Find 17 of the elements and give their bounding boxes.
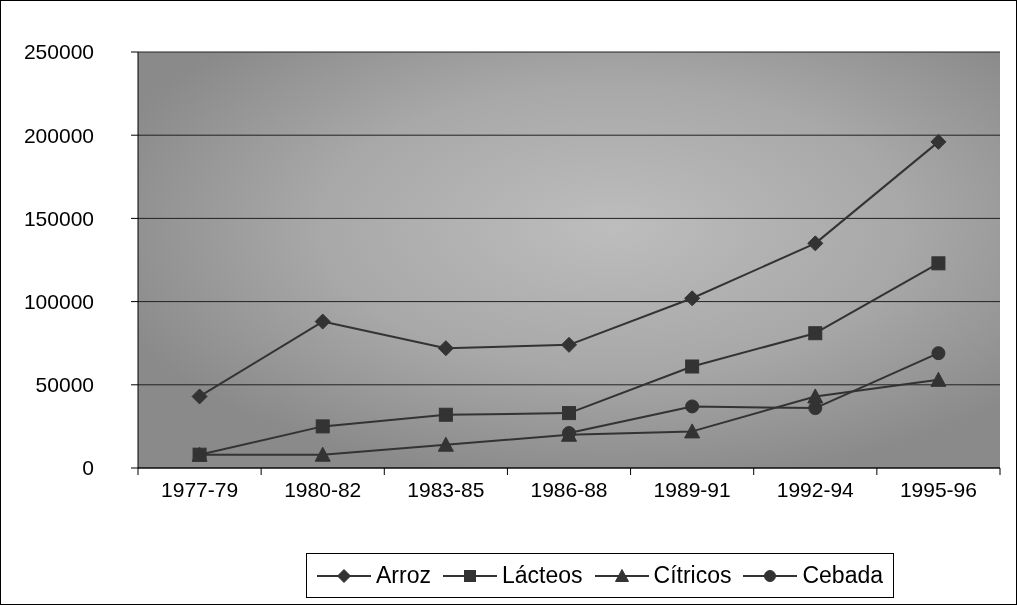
legend-label: Cebada [802,562,884,589]
y-tick-label: 200000 [23,123,94,147]
legend-label: Cítricos [653,562,732,589]
legend-label: Arroz [376,562,431,589]
y-tick-label: 150000 [23,206,94,230]
x-tick-label: 1980-82 [284,478,362,501]
y-tick-label: 250000 [23,40,94,64]
x-tick-label: 1995-96 [899,478,977,501]
legend-label: Lácteos [501,562,583,589]
x-tick-label: 1992-94 [776,478,855,501]
x-tick-label: 1989-91 [653,478,731,501]
x-tick-label: 1977-79 [161,478,239,501]
y-tick-label: 0 [82,456,94,480]
y-tick-label: 50000 [35,373,94,397]
x-tick-label: 1986-88 [530,478,608,501]
y-tick-label: 100000 [23,290,94,314]
x-tick-label: 1983-85 [407,478,485,501]
